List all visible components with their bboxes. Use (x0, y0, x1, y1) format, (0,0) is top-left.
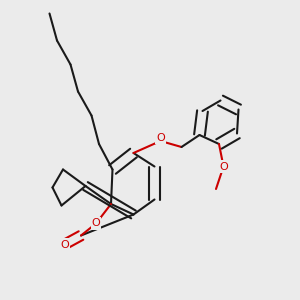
Text: O: O (156, 133, 165, 143)
Text: O: O (92, 218, 100, 229)
Text: O: O (60, 239, 69, 250)
Text: O: O (219, 161, 228, 172)
